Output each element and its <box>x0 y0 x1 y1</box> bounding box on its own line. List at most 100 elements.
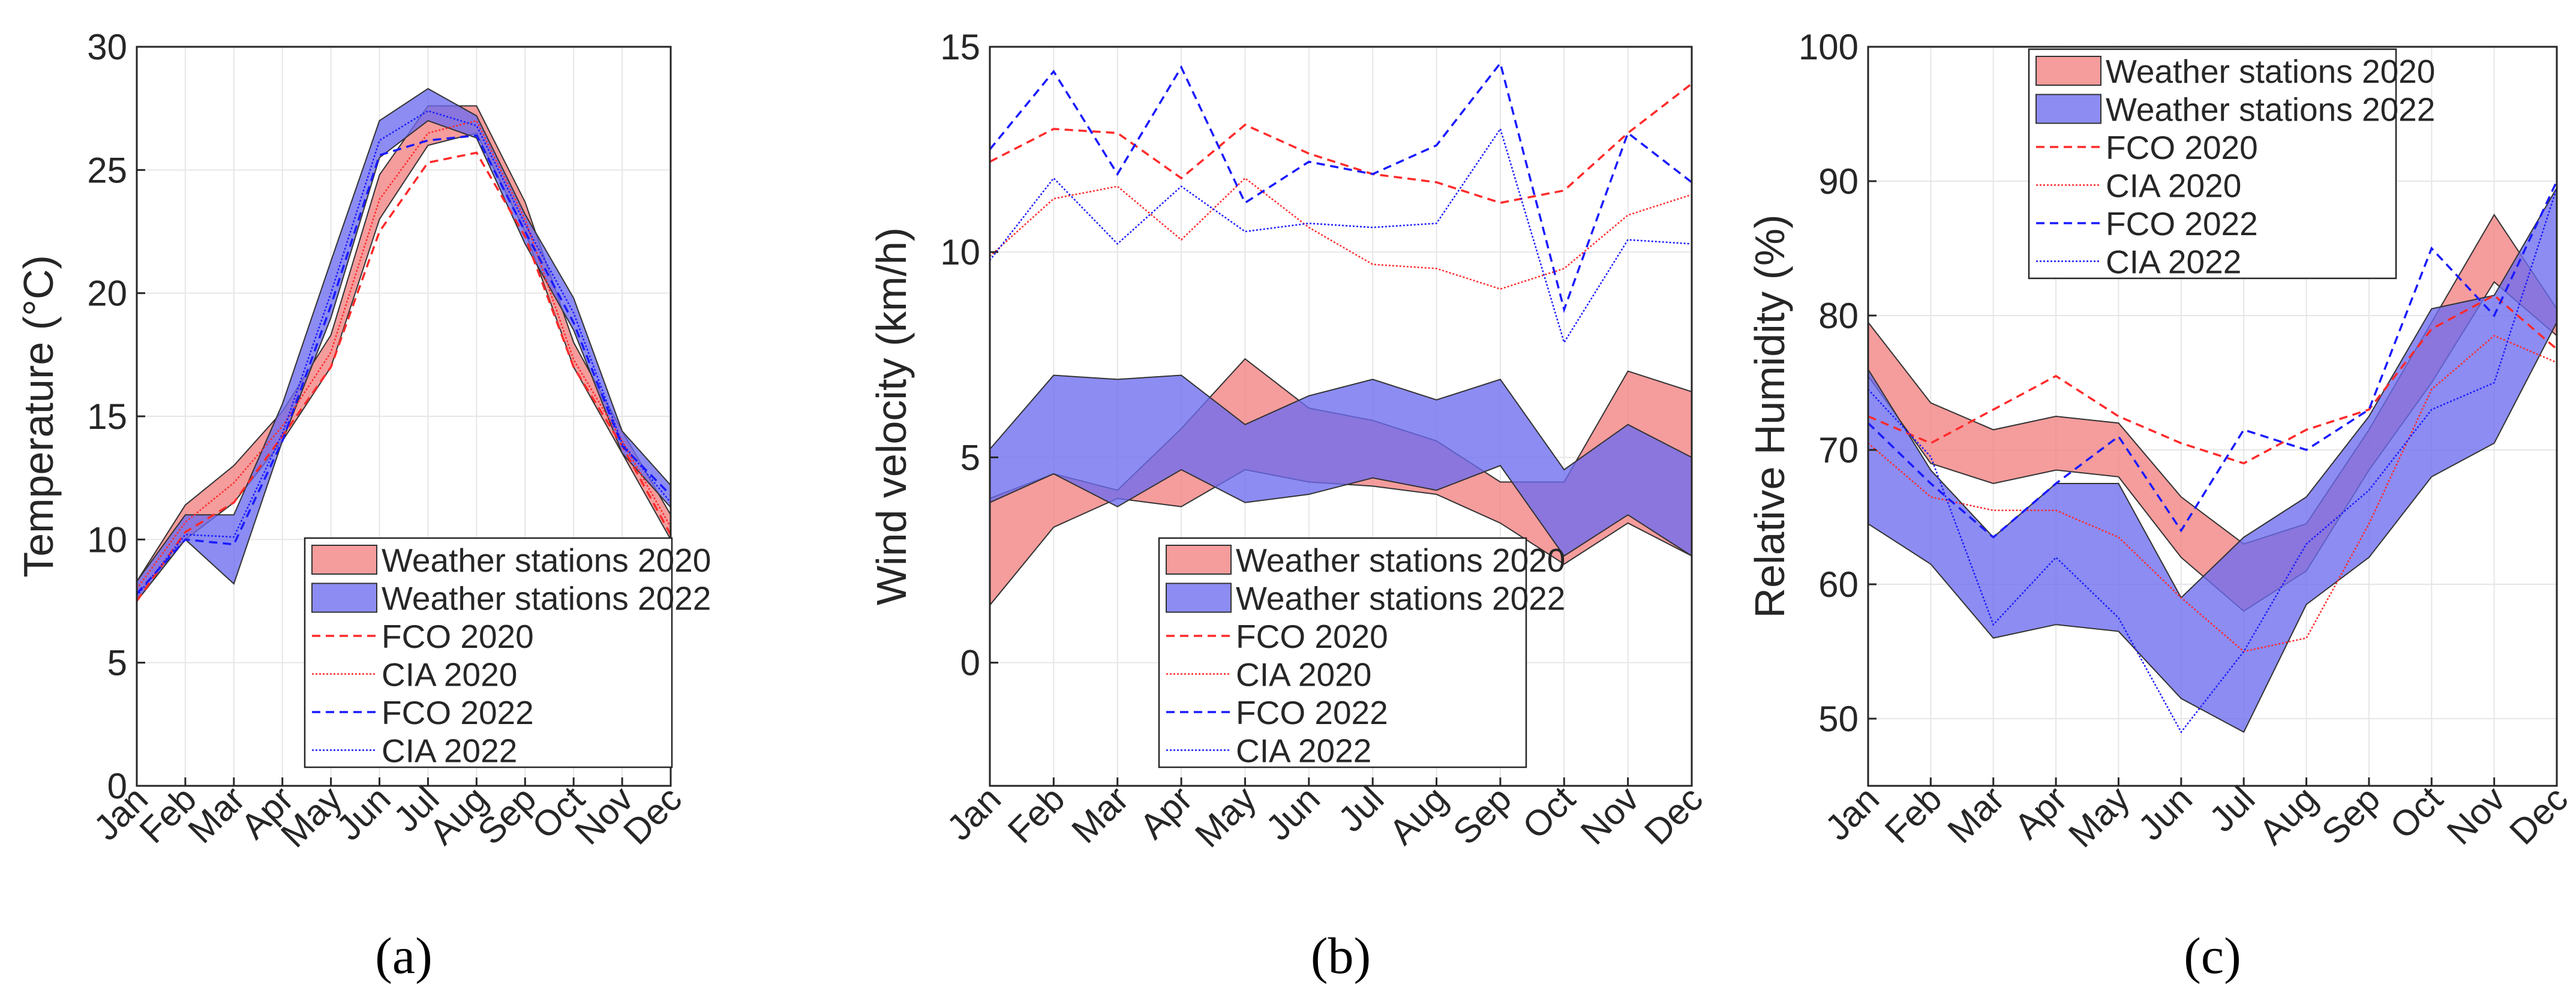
legend-box <box>1158 537 1527 768</box>
series-line-cia-2022 <box>136 110 671 597</box>
legend-box <box>304 537 673 768</box>
y-tick-label: 0 <box>107 766 127 806</box>
x-tick-label: Nov <box>2439 779 2513 852</box>
legend-label: CIA 2022 <box>2106 244 2241 281</box>
x-tick-label: Feb <box>1877 779 1949 851</box>
y-tick-label: 80 <box>1818 296 1859 336</box>
legend-label: FCO 2022 <box>2106 205 2258 242</box>
y-axis-label: Relative Humidity (%) <box>1746 215 1793 618</box>
series-line-fco-2022 <box>1867 181 2558 539</box>
x-tick-label: Aug <box>2251 779 2325 852</box>
y-tick-label: 5 <box>107 643 127 683</box>
x-tick-label: Apr <box>2007 779 2074 846</box>
legend-label: CIA 2022 <box>382 732 517 770</box>
band-1-blue <box>989 374 1692 557</box>
series-line-fco-2020 <box>989 83 1693 204</box>
legend-swatch <box>1166 582 1232 613</box>
axes-box <box>989 46 1693 787</box>
legend-label: Weather stations 2022 <box>2106 91 2435 128</box>
y-tick-label: 50 <box>1818 699 1859 739</box>
series-line-fco-2022 <box>989 61 1693 313</box>
legend-label: FCO 2020 <box>2106 129 2258 166</box>
y-tick-label: 25 <box>87 150 127 190</box>
y-tick-label: 10 <box>87 519 127 560</box>
legend-label: Weather stations 2020 <box>382 542 711 579</box>
x-tick-label: Jan <box>939 779 1008 848</box>
x-tick-label: May <box>2061 779 2137 855</box>
x-tick-label: Jan <box>1817 779 1887 848</box>
x-tick-label: Aug <box>1382 779 1455 852</box>
x-tick-label: Mar <box>1064 779 1136 851</box>
subcaption: (b) <box>1311 927 1371 984</box>
legend-swatch <box>1166 545 1232 575</box>
subcaption: (c) <box>2184 927 2241 984</box>
legend-box <box>2028 48 2397 280</box>
y-tick-label: 15 <box>87 397 127 437</box>
series-line-fco-2020 <box>136 151 672 602</box>
series-line-fco-2020 <box>1868 294 2558 465</box>
legend-label: FCO 2020 <box>382 618 534 655</box>
x-tick-label: Dec <box>1637 779 1710 852</box>
legend-label: FCO 2022 <box>1236 694 1388 731</box>
y-tick-label: 70 <box>1818 430 1859 470</box>
x-tick-label: Jul <box>2202 779 2263 840</box>
panel-temperature: 051015202530JanFebMarAprMayJunJulAugSepO… <box>15 27 711 984</box>
series-line-cia-2020 <box>1868 335 2557 653</box>
x-tick-label: Mar <box>1939 779 2011 851</box>
legend-label: Weather stations 2022 <box>382 580 711 617</box>
legend-label: CIA 2020 <box>2106 167 2241 205</box>
x-tick-label: Jul <box>1331 779 1392 840</box>
lines <box>1867 181 2558 734</box>
y-tick-label: 100 <box>1799 27 1859 67</box>
y-tick-label: 15 <box>940 27 980 67</box>
legend-label: Weather stations 2022 <box>1236 580 1565 617</box>
x-tick-label: Jun <box>1258 779 1328 848</box>
y-tick-label: 5 <box>960 437 980 478</box>
y-axis-label: Temperature (°C) <box>15 255 62 578</box>
legend-label: FCO 2022 <box>382 694 534 731</box>
x-tick-label: Jun <box>2130 779 2200 848</box>
axes-box <box>1867 46 2558 787</box>
legend-swatch <box>2035 94 2101 124</box>
legend-label: CIA 2022 <box>1236 732 1371 770</box>
x-tick-label: Sep <box>2314 779 2388 852</box>
x-tick-label: Nov <box>1573 779 1647 852</box>
y-tick-label: 90 <box>1818 161 1859 202</box>
legend-swatch <box>2035 56 2101 86</box>
legend-label: Weather stations 2020 <box>2106 53 2435 90</box>
lines <box>989 61 1693 344</box>
x-tick-label: Oct <box>1515 779 1583 847</box>
legend-label: CIA 2020 <box>382 656 517 693</box>
x-tick-label: Dec <box>2502 779 2575 852</box>
x-tick-label: Apr <box>1132 779 1200 846</box>
subcaption: (a) <box>375 927 432 984</box>
y-tick-label: 60 <box>1818 564 1859 605</box>
x-tick-label: Oct <box>2382 779 2451 847</box>
x-tick-label: Sep <box>1445 779 1519 852</box>
y-tick-label: 10 <box>940 232 980 272</box>
series-line-fco-2022 <box>136 134 672 594</box>
legend-label: FCO 2020 <box>1236 618 1388 655</box>
x-tick-label: Dec <box>616 779 689 852</box>
series-line-cia-2022 <box>989 127 1692 344</box>
x-tick-label: Feb <box>1000 779 1072 851</box>
y-tick-label: 0 <box>960 643 980 683</box>
series-line-cia-2022 <box>1868 187 2558 734</box>
y-axis-label: Wind velocity (km/h) <box>868 227 915 605</box>
legend-swatch <box>311 545 377 575</box>
legend-label: Weather stations 2020 <box>1236 542 1565 579</box>
series-line-cia-2020 <box>136 119 672 590</box>
bands <box>136 88 671 603</box>
y-tick-label: 30 <box>87 27 127 67</box>
lines <box>136 110 672 602</box>
series-line-cia-2020 <box>989 177 1692 290</box>
y-tick-label: 20 <box>87 274 127 314</box>
x-tick-label: May <box>1187 779 1264 855</box>
legend-swatch <box>311 582 377 613</box>
